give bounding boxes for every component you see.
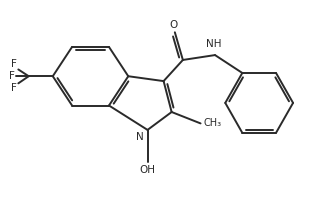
Text: F: F (11, 83, 17, 93)
Text: N: N (136, 132, 144, 142)
Text: F: F (11, 59, 17, 69)
Text: O: O (169, 20, 177, 30)
Text: F: F (9, 71, 15, 81)
Text: CH₃: CH₃ (203, 118, 221, 128)
Text: OH: OH (140, 165, 156, 175)
Text: NH: NH (206, 39, 221, 49)
